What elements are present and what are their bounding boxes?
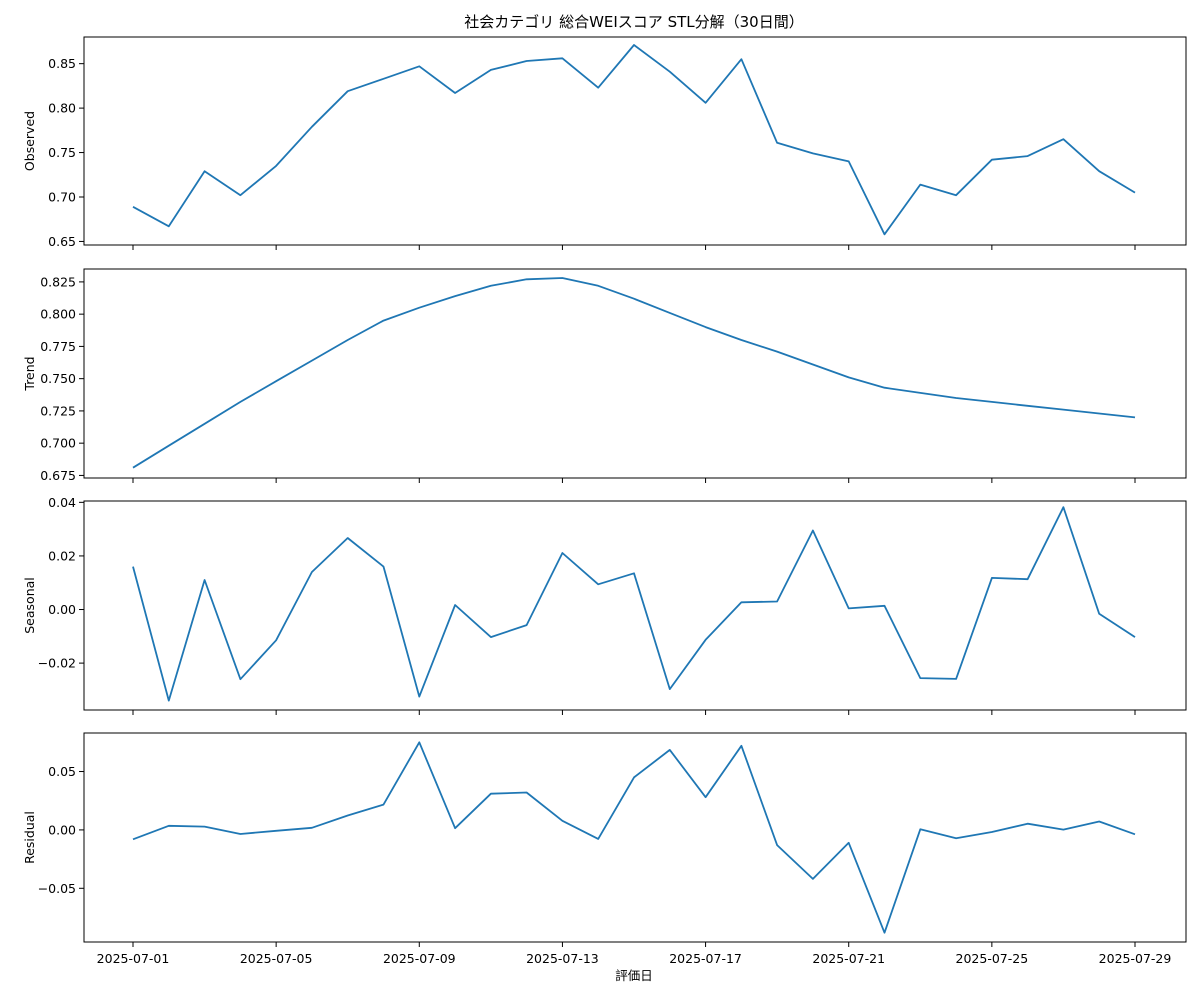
y-tick-label: −0.05 — [38, 881, 76, 896]
y-tick-label: 0.02 — [48, 548, 76, 563]
y-axis-label-seasonal: Seasonal — [22, 577, 37, 634]
x-tick-label: 2025-07-17 — [669, 951, 742, 966]
y-tick-label: 0.00 — [48, 602, 76, 617]
series-line-trend — [132, 277, 1136, 469]
plot-frame — [83, 500, 1187, 711]
y-tick-label: 0.80 — [48, 101, 76, 116]
y-tick-label: 0.725 — [40, 403, 76, 418]
series-line-residual — [132, 741, 1136, 934]
y-tick-label: 0.65 — [48, 234, 76, 249]
y-tick-label: 0.00 — [48, 822, 76, 837]
y-tick-label: 0.775 — [40, 339, 76, 354]
panel-seasonal: −0.02 0.00 0.02 0.04 Seasonal — [22, 495, 1187, 715]
y-tick-label: 0.800 — [40, 307, 76, 322]
y-axis-label-observed: Observed — [22, 111, 37, 171]
panel-trend: 0.675 0.700 0.725 0.750 0.775 0.800 0.825 Trend — [22, 268, 1187, 483]
y-tick-label: 0.04 — [48, 495, 76, 510]
y-tick-label: −0.02 — [38, 656, 76, 671]
y-axis-label-residual: Residual — [22, 811, 37, 864]
y-tick-label: 0.85 — [48, 56, 76, 71]
plot-frame — [83, 268, 1187, 479]
panels: 0.650.700.750.800.85Observed0.6750.7000.… — [22, 36, 1187, 966]
plot-frame — [83, 732, 1187, 943]
panel-residual: −0.05 0.00 0.05 2025-07-01 2025-07-05 2025-07… — [22, 732, 1187, 966]
x-tick-label: 2025-07-01 — [97, 951, 170, 966]
y-tick-label: 0.750 — [40, 371, 76, 386]
x-tick-label: 2025-07-13 — [526, 951, 599, 966]
plot-frame — [83, 36, 1187, 246]
x-tick-label: 2025-07-21 — [812, 951, 885, 966]
y-tick-label: 0.75 — [48, 145, 76, 160]
chart-title: 社会カテゴリ 総合WEIスコア STL分解（30日間） — [464, 13, 803, 31]
x-tick-label: 2025-07-29 — [1099, 951, 1172, 966]
y-tick-label: 0.70 — [48, 190, 76, 205]
series-line-observed — [132, 44, 1136, 236]
y-tick-label: 0.05 — [48, 764, 76, 779]
x-axis-label: 評価日 — [615, 968, 653, 983]
y-tick-label: 0.825 — [40, 274, 76, 289]
x-tick-label: 2025-07-09 — [383, 951, 456, 966]
x-tick-label: 2025-07-25 — [956, 951, 1029, 966]
x-tick-label: 2025-07-05 — [240, 951, 313, 966]
y-tick-label: 0.700 — [40, 436, 76, 451]
series-line-seasonal — [132, 506, 1136, 702]
y-tick-label: 0.675 — [40, 468, 76, 483]
panel-observed: 0.65 0.70 0.75 0.80 0.85 Observed — [22, 36, 1187, 250]
y-axis-label-trend: Trend — [22, 356, 37, 391]
